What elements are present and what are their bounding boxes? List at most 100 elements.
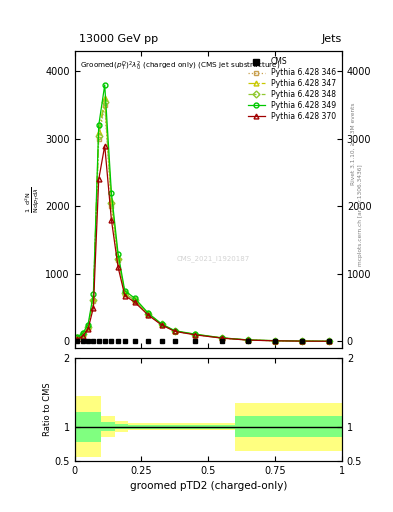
Pythia 6.428 370: [116, 264, 121, 270]
Pythia 6.428 370: [96, 176, 101, 182]
Text: Jets: Jets: [321, 33, 342, 44]
Pythia 6.428 346: [116, 258, 121, 264]
Pythia 6.428 346: [193, 332, 197, 338]
Pythia 6.428 348: [173, 328, 177, 334]
Text: CMS_2021_I1920187: CMS_2021_I1920187: [177, 255, 250, 263]
Pythia 6.428 370: [80, 333, 85, 339]
Pythia 6.428 349: [132, 295, 137, 301]
Pythia 6.428 349: [109, 190, 114, 196]
Pythia 6.428 370: [146, 312, 151, 318]
Pythia 6.428 349: [326, 338, 331, 345]
Pythia 6.428 346: [103, 102, 107, 108]
Pythia 6.428 347: [86, 324, 90, 330]
Pythia 6.428 370: [246, 337, 251, 343]
Pythia 6.428 370: [75, 336, 80, 343]
Pythia 6.428 348: [109, 200, 114, 206]
Pythia 6.428 349: [273, 337, 277, 344]
Pythia 6.428 370: [86, 326, 90, 332]
Pythia 6.428 346: [109, 203, 114, 209]
Pythia 6.428 348: [326, 338, 331, 345]
Pythia 6.428 348: [246, 337, 251, 343]
Pythia 6.428 349: [146, 310, 151, 316]
Pythia 6.428 348: [91, 296, 96, 303]
Pythia 6.428 347: [299, 338, 304, 344]
Pythia 6.428 347: [80, 331, 85, 337]
Pythia 6.428 370: [91, 305, 96, 311]
Pythia 6.428 349: [96, 122, 101, 129]
Pythia 6.428 348: [96, 133, 101, 139]
Pythia 6.428 347: [326, 338, 331, 345]
Text: Groomed$(p_T^D)^2\lambda_0^2$ (charged only) (CMS jet substructure): Groomed$(p_T^D)^2\lambda_0^2$ (charged o…: [80, 60, 281, 73]
Pythia 6.428 348: [219, 335, 224, 341]
Pythia 6.428 348: [80, 331, 85, 337]
Pythia 6.428 347: [116, 254, 121, 260]
Pythia 6.428 346: [146, 311, 151, 317]
Pythia 6.428 348: [273, 338, 277, 344]
Line: Pythia 6.428 349: Pythia 6.428 349: [75, 82, 331, 344]
Pythia 6.428 347: [96, 129, 101, 135]
Pythia 6.428 349: [246, 337, 251, 343]
Pythia 6.428 347: [246, 337, 251, 343]
Y-axis label: $\frac{1}{\mathrm{N}}\frac{\mathrm{d}^2\mathrm{N}}{\mathrm{d}p_T\mathrm{d}\lambd: $\frac{1}{\mathrm{N}}\frac{\mathrm{d}^2\…: [24, 186, 42, 213]
Pythia 6.428 370: [326, 338, 331, 345]
Pythia 6.428 347: [132, 296, 137, 303]
Pythia 6.428 347: [109, 197, 114, 203]
Pythia 6.428 370: [109, 217, 114, 223]
Pythia 6.428 349: [103, 82, 107, 88]
Pythia 6.428 349: [159, 321, 164, 327]
Pythia 6.428 346: [80, 332, 85, 338]
Line: Pythia 6.428 346: Pythia 6.428 346: [75, 103, 331, 344]
Line: Pythia 6.428 348: Pythia 6.428 348: [75, 99, 331, 344]
Pythia 6.428 370: [193, 332, 197, 338]
Pythia 6.428 346: [219, 335, 224, 341]
Pythia 6.428 346: [123, 291, 127, 297]
Pythia 6.428 346: [246, 337, 251, 343]
Pythia 6.428 348: [75, 335, 80, 341]
Pythia 6.428 347: [219, 335, 224, 341]
Pythia 6.428 346: [132, 298, 137, 304]
Pythia 6.428 348: [86, 324, 90, 330]
Pythia 6.428 349: [123, 288, 127, 294]
Pythia 6.428 370: [173, 328, 177, 334]
Pythia 6.428 349: [75, 334, 80, 340]
Pythia 6.428 346: [96, 136, 101, 142]
Pythia 6.428 370: [159, 322, 164, 328]
Pythia 6.428 349: [91, 291, 96, 297]
Pythia 6.428 347: [123, 290, 127, 296]
Pythia 6.428 349: [80, 330, 85, 336]
Pythia 6.428 348: [116, 256, 121, 262]
Pythia 6.428 347: [273, 337, 277, 344]
Pythia 6.428 346: [91, 298, 96, 304]
Text: mcplots.cern.ch [arXiv:1306.3436]: mcplots.cern.ch [arXiv:1306.3436]: [358, 164, 364, 266]
Pythia 6.428 348: [123, 290, 127, 296]
Text: Rivet 3.1.10, ≥ 3.3M events: Rivet 3.1.10, ≥ 3.3M events: [351, 102, 356, 185]
Pythia 6.428 348: [193, 331, 197, 337]
Pythia 6.428 370: [132, 299, 137, 305]
X-axis label: groomed pTD2 (charged-only): groomed pTD2 (charged-only): [130, 481, 287, 491]
Pythia 6.428 349: [86, 322, 90, 328]
Pythia 6.428 347: [146, 311, 151, 317]
Pythia 6.428 346: [273, 338, 277, 344]
Pythia 6.428 348: [103, 99, 107, 105]
Line: Pythia 6.428 347: Pythia 6.428 347: [75, 96, 331, 344]
Pythia 6.428 346: [159, 322, 164, 328]
Pythia 6.428 347: [193, 331, 197, 337]
Pythia 6.428 370: [299, 338, 304, 344]
Pythia 6.428 346: [75, 335, 80, 341]
Pythia 6.428 348: [146, 311, 151, 317]
Y-axis label: Ratio to CMS: Ratio to CMS: [43, 383, 51, 436]
Pythia 6.428 348: [132, 297, 137, 303]
Pythia 6.428 346: [299, 338, 304, 344]
Pythia 6.428 347: [75, 334, 80, 340]
Pythia 6.428 349: [219, 335, 224, 341]
Pythia 6.428 347: [173, 328, 177, 334]
Pythia 6.428 346: [86, 325, 90, 331]
Line: Pythia 6.428 370: Pythia 6.428 370: [75, 143, 331, 344]
Pythia 6.428 347: [159, 321, 164, 327]
Pythia 6.428 349: [299, 338, 304, 344]
Pythia 6.428 347: [103, 95, 107, 101]
Pythia 6.428 347: [91, 294, 96, 301]
Pythia 6.428 346: [326, 338, 331, 345]
Pythia 6.428 348: [159, 322, 164, 328]
Pythia 6.428 370: [273, 338, 277, 344]
